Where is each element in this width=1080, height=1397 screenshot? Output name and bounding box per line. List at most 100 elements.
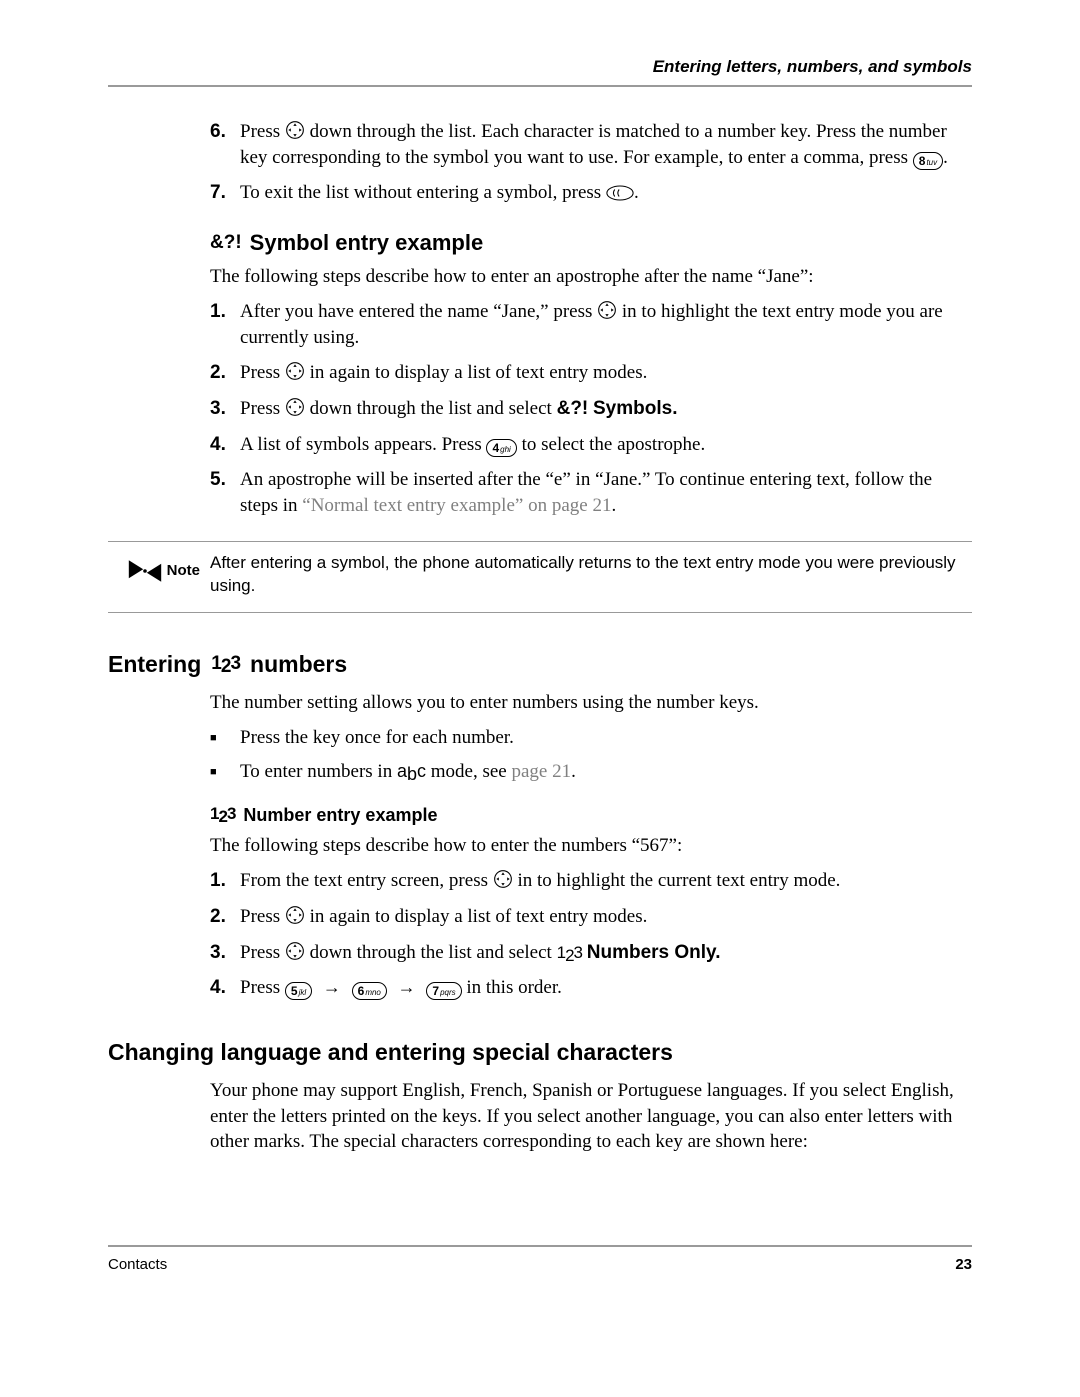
cross-reference-link[interactable]: “Normal text entry example” on page 21 [302, 495, 611, 516]
number-sub-intro: The following steps describe how to ente… [210, 833, 972, 859]
numbers-only-label: Numbers Only. [587, 942, 721, 963]
running-header: Entering letters, numbers, and symbols [108, 56, 972, 79]
number-entry-subheading: 123 Number entry example [210, 803, 972, 827]
symbol-step-2: 2. Press in again to display a list of t… [210, 360, 972, 386]
step-text: in this order. [466, 977, 562, 998]
changing-language-heading: Changing language and entering special c… [108, 1037, 972, 1068]
symbol-step-3: 3. Press down through the list and selec… [210, 396, 972, 422]
back-key-icon [606, 185, 634, 201]
nav-circle-icon [285, 361, 305, 381]
step-text: To exit the list without entering a symb… [240, 182, 606, 203]
note-text: After entering a symbol, the phone autom… [210, 552, 972, 598]
step-text: down through the list. Each character is… [240, 121, 947, 168]
number-step-3: 3. Press down through the list and selec… [210, 940, 972, 966]
numbers-intro: The number setting allows you to enter n… [210, 690, 972, 716]
entering-numbers-heading: Entering 123 numbers [108, 649, 972, 680]
step-text: to select the apostrophe. [522, 434, 706, 455]
nav-circle-icon [285, 120, 305, 140]
step-text: From the text entry screen, press [240, 870, 493, 891]
symbols-icon: &?! [210, 230, 242, 256]
arrow-icon: → [317, 977, 347, 997]
abc-icon: abc [397, 761, 426, 784]
step-text: down through the list and select [310, 942, 557, 963]
step-text: Press [240, 942, 285, 963]
number-step-1: 1. From the text entry screen, press in … [210, 868, 972, 894]
step-text: Press [240, 398, 285, 419]
step-text: down through the list and select [310, 398, 557, 419]
heading-text: Entering [108, 649, 201, 680]
bullet-text: . [571, 761, 576, 782]
lang-paragraph: Your phone may support English, French, … [210, 1078, 972, 1155]
page-footer: Contacts 23 [108, 1245, 972, 1275]
step-text: Press [240, 121, 285, 142]
heading-text: Number entry example [243, 803, 437, 827]
step-text: in again to display a list of text entry… [310, 906, 648, 927]
key-6mno-icon: 6mno [352, 982, 387, 1000]
header-rule [108, 85, 972, 87]
steps-continued: 6. Press down through the list. Each cha… [210, 119, 972, 519]
step-text: A list of symbols appears. Press [240, 434, 486, 455]
key-5jkl-icon: 5jkl [285, 982, 312, 1000]
step-number: 2. [210, 904, 240, 930]
bullet-text: mode, see [431, 761, 512, 782]
bullet-icon: ■ [210, 759, 240, 785]
step-number: 1. [210, 299, 240, 350]
step-text: After you have entered the name “Jane,” … [240, 301, 597, 322]
bullet-item: ■ To enter numbers in abc mode, see page… [210, 759, 972, 785]
step-number: 1. [210, 868, 240, 894]
symbol-step-4: 4. A list of symbols appears. Press 4ghi… [210, 432, 972, 458]
nav-circle-icon [285, 905, 305, 925]
numbers-icon: 123 [557, 943, 582, 965]
step-text: Press [240, 977, 285, 998]
nav-circle-icon [493, 869, 513, 889]
heading-text: numbers [250, 649, 347, 680]
numbers-icon: 123 [210, 803, 235, 826]
step-number: 7. [210, 180, 240, 206]
note-block: Note After entering a symbol, the phone … [108, 541, 972, 613]
symbol-entry-heading: &?! Symbol entry example [210, 228, 972, 258]
bullet-item: ■ Press the key once for each number. [210, 725, 972, 751]
step-text: . [943, 147, 948, 168]
nav-circle-icon [285, 397, 305, 417]
note-icon [127, 558, 163, 584]
number-step-2: 2. Press in again to display a list of t… [210, 904, 972, 930]
step-text: in again to display a list of text entry… [310, 362, 648, 383]
lang-body: Your phone may support English, French, … [210, 1078, 972, 1155]
key-8tuv-icon: 8tuv [913, 152, 943, 170]
symbol-step-1: 1. After you have entered the name “Jane… [210, 299, 972, 350]
step-text: Press [240, 906, 285, 927]
page-number: 23 [955, 1255, 972, 1275]
symbol-intro: The following steps describe how to ente… [210, 264, 972, 290]
step-number: 4. [210, 432, 240, 458]
step-text: . [634, 182, 639, 203]
bullet-icon: ■ [210, 725, 240, 751]
bullet-text: Press the key once for each number. [240, 725, 972, 751]
arrow-icon: → [392, 977, 422, 997]
step-7: 7. To exit the list without entering a s… [210, 180, 972, 206]
nav-circle-icon [285, 941, 305, 961]
numbers-body: The number setting allows you to enter n… [210, 690, 972, 1001]
step-number: 3. [210, 940, 240, 966]
symbol-step-5: 5. An apostrophe will be inserted after … [210, 467, 972, 518]
step-text: Press [240, 362, 285, 383]
page: Entering letters, numbers, and symbols 6… [0, 0, 1080, 1315]
number-step-4: 4. Press 5jkl → 6mno → 7pqrs in this ord… [210, 975, 972, 1001]
symbols-label: Symbols. [593, 398, 677, 419]
step-number: 6. [210, 119, 240, 170]
step-6: 6. Press down through the list. Each cha… [210, 119, 972, 170]
bullet-text: To enter numbers in [240, 761, 397, 782]
step-text: in to highlight the current text entry m… [517, 870, 840, 891]
step-number: 2. [210, 360, 240, 386]
key-4ghi-icon: 4ghi [486, 439, 516, 457]
step-number: 3. [210, 396, 240, 422]
step-number: 5. [210, 467, 240, 518]
step-number: 4. [210, 975, 240, 1001]
key-7pqrs-icon: 7pqrs [426, 982, 461, 1000]
symbols-icon: &?! [557, 398, 589, 419]
numbers-icon: 123 [211, 651, 240, 677]
cross-reference-link[interactable]: page 21 [511, 761, 571, 782]
heading-text: Symbol entry example [250, 228, 484, 258]
step-text: . [611, 495, 616, 516]
footer-section-name: Contacts [108, 1255, 167, 1275]
note-label: Note [167, 561, 200, 581]
